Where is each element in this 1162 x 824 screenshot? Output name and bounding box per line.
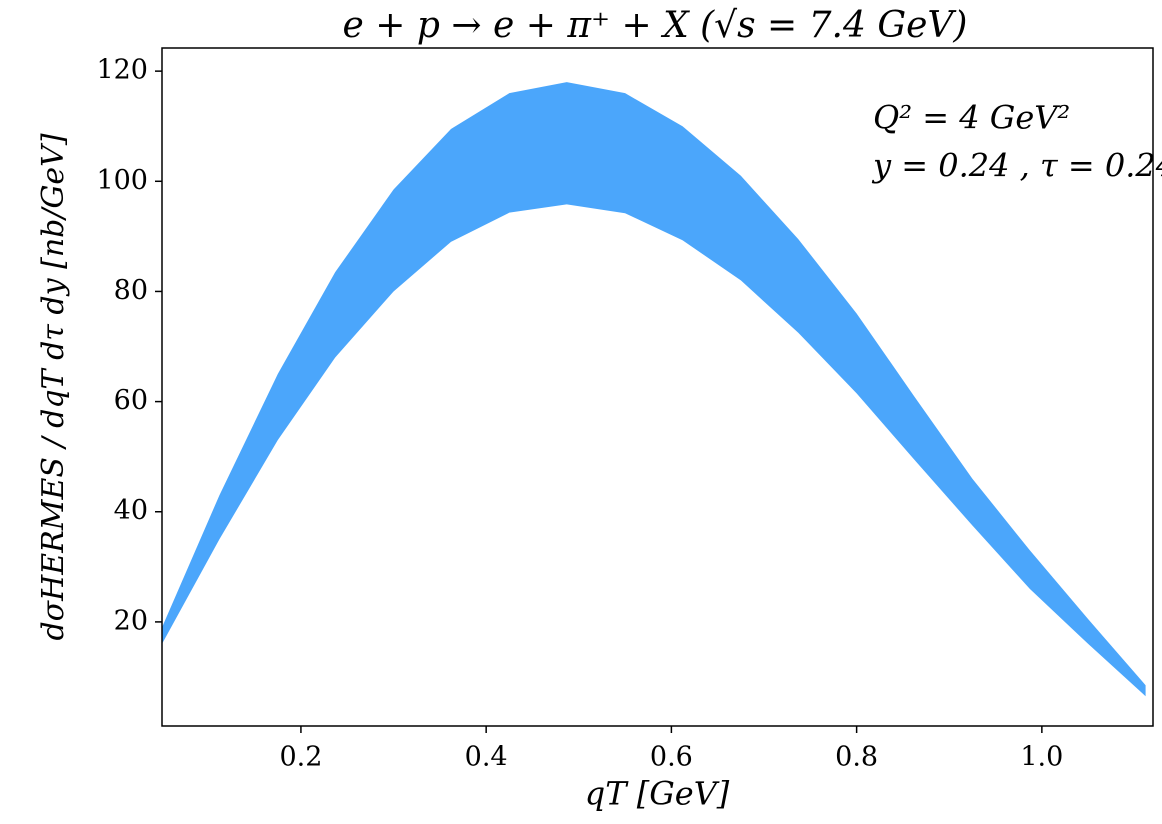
y-tick-label: 40 <box>114 495 148 526</box>
y-axis-label: dσHERMES / dqT dτ dy [nb/GeV] <box>36 133 71 640</box>
y-tick-label: 100 <box>96 165 148 196</box>
chart-title: e + p → e + π⁺ + X (√s = 7.4 GeV) <box>343 5 968 46</box>
y-tick-label: 20 <box>114 605 148 636</box>
band <box>162 82 1146 697</box>
x-axis-label: qT [GeV] <box>585 775 730 813</box>
y-tick-label: 120 <box>96 55 148 86</box>
annotation: Q² = 4 GeV² <box>873 99 1070 137</box>
x-tick-label: 0.4 <box>465 742 508 773</box>
y-tick-label: 80 <box>114 275 148 306</box>
x-tick-label: 1.0 <box>1020 742 1063 773</box>
y-tick-label: 60 <box>114 385 148 416</box>
x-tick-label: 0.6 <box>650 742 693 773</box>
annotation: y = 0.24 , τ = 0.24 <box>871 147 1162 185</box>
plot-frame <box>161 47 1154 727</box>
x-tick-label: 0.8 <box>835 742 878 773</box>
x-tick-label: 0.2 <box>279 742 322 773</box>
